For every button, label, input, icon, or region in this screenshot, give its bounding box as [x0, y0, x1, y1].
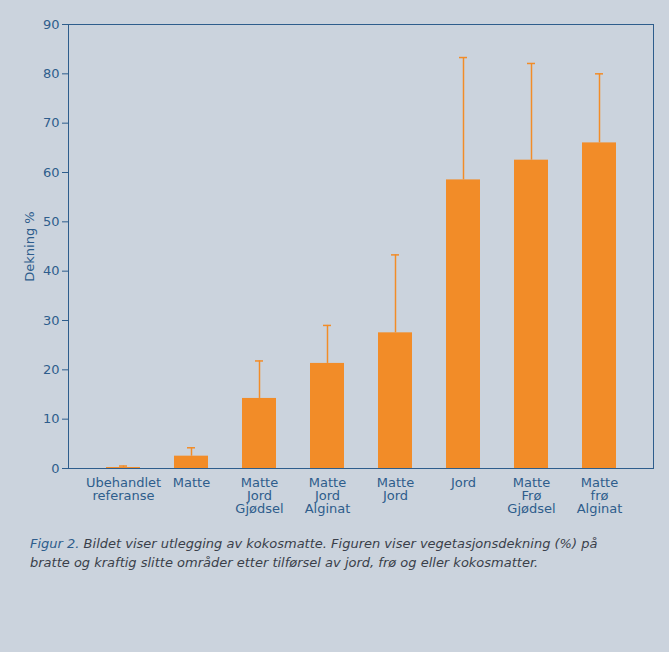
svg-text:Jord: Jord — [450, 475, 476, 490]
svg-text:80: 80 — [43, 66, 60, 81]
svg-text:MatteFrøGjødsel: MatteFrøGjødsel — [507, 475, 555, 516]
svg-text:30: 30 — [43, 313, 60, 328]
html-text:Figur 2. Bildet viser utleggin: Figur 2. Bildet viser utlegging av kokos… — [30, 536, 598, 570]
svg-text:10: 10 — [43, 411, 60, 426]
svg-text:Ubehandletreferanse: Ubehandletreferanse — [86, 475, 161, 503]
svg-text:70: 70 — [43, 115, 60, 130]
svg-text:50: 50 — [43, 214, 60, 229]
svg-text:MatteJord: MatteJord — [377, 475, 414, 503]
svg-text:90: 90 — [43, 17, 60, 32]
svg-text:MattefrøAlginat: MattefrøAlginat — [577, 475, 623, 516]
svg-text:MatteJordGjødsel: MatteJordGjødsel — [235, 475, 283, 516]
svg-text:0: 0 — [51, 461, 59, 476]
svg-text:MatteJordAlginat: MatteJordAlginat — [305, 475, 351, 516]
svg-text:40: 40 — [43, 263, 60, 278]
svg-text:20: 20 — [43, 362, 60, 377]
svg-text:Matte: Matte — [173, 475, 210, 490]
svg-text:60: 60 — [43, 165, 60, 180]
svg-text:Dekning %: Dekning % — [22, 211, 37, 281]
